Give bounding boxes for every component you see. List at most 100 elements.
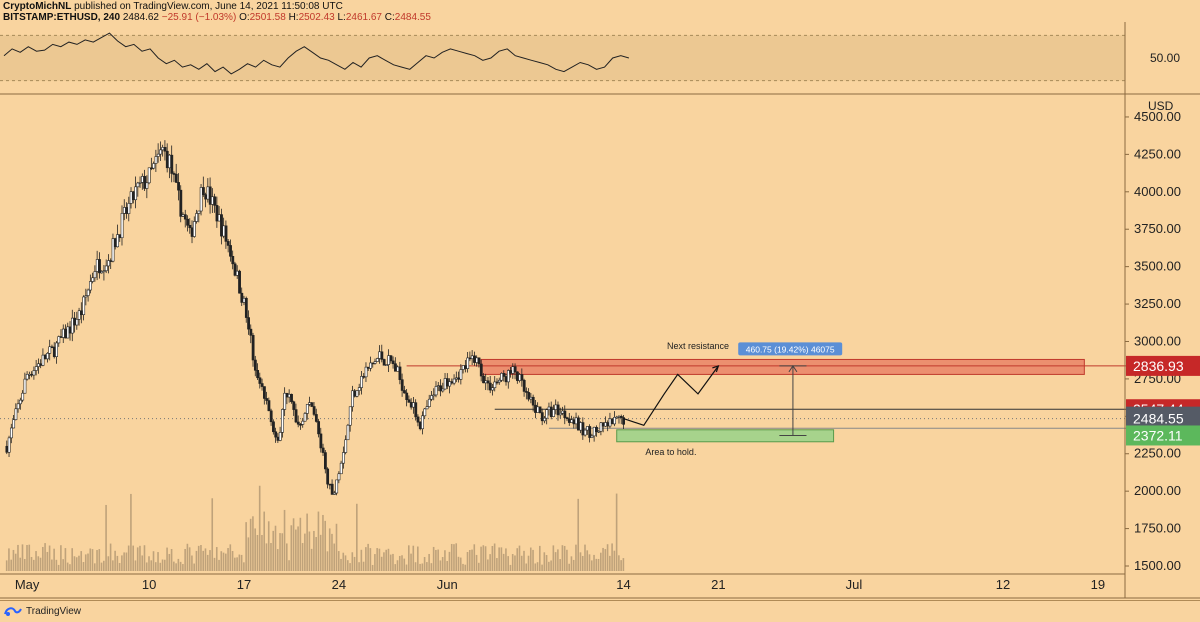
candle-body [407, 399, 411, 403]
candle-body [43, 354, 47, 360]
volume-bar [10, 559, 12, 571]
candle-body [427, 398, 431, 407]
chart-header: CryptoMichNL published on TradingView.co… [0, 0, 1200, 23]
candle-body [436, 385, 440, 387]
volume-bar [575, 544, 577, 571]
volume-bar [487, 559, 489, 571]
volume-bar [405, 564, 408, 571]
candle-body [545, 409, 549, 419]
volume-bar [398, 555, 401, 571]
volume-bar [193, 563, 195, 571]
volume-bar [609, 555, 611, 571]
candle-body [572, 419, 576, 425]
volume-bar [310, 548, 313, 571]
candle-body [477, 357, 481, 365]
candle-body [265, 398, 269, 401]
author-name[interactable]: CryptoMichNL [3, 1, 72, 12]
volume-bar [353, 556, 356, 571]
candle-body [204, 194, 208, 200]
y-tick-label: 2000.00 [1134, 483, 1181, 498]
candle-body [314, 414, 318, 422]
candle-body [127, 203, 131, 214]
volume-bar [152, 551, 155, 571]
candle-body [567, 418, 571, 423]
volume-bar [509, 564, 512, 571]
volume-bar [186, 543, 189, 571]
volume-bar [145, 562, 148, 571]
candle-body [263, 386, 266, 399]
volume-bar [114, 550, 116, 571]
y-tick-label: 3500.00 [1134, 259, 1181, 274]
volume-bar [473, 544, 476, 571]
y-tick-label: 1500.00 [1134, 558, 1181, 573]
volume-bar [498, 547, 500, 571]
tradingview-brand[interactable]: TradingView [4, 605, 81, 617]
candle-body [104, 265, 108, 272]
volume-bar [225, 553, 227, 571]
volume-bar [326, 551, 329, 571]
candle-body [181, 214, 185, 217]
volume-bar [281, 533, 284, 571]
volume-bar [590, 560, 593, 571]
volume-bar [191, 555, 193, 571]
candle-body [34, 366, 38, 371]
volume-bar [276, 549, 279, 571]
candle-body [353, 390, 357, 397]
candle-body [364, 366, 368, 378]
volume-bar [475, 554, 478, 571]
candle-body [179, 189, 183, 217]
volume-bar [98, 549, 101, 571]
measure-info-badge [738, 342, 843, 356]
volume-bar [561, 545, 564, 571]
volume-bar [100, 562, 103, 571]
price-label-0: 2836.93 [1133, 358, 1184, 374]
candle-body [380, 351, 384, 360]
volume-bar [410, 553, 412, 571]
volume-bar [358, 562, 360, 571]
candle-body [538, 406, 542, 413]
candle-body [362, 376, 366, 378]
price-chart[interactable]: 50.00 Next resistance Area to hold. 460.75… [0, 0, 1200, 600]
candle-body [346, 424, 350, 441]
volume-bar [57, 564, 60, 571]
volume-bar [534, 563, 537, 571]
candle-body [91, 277, 95, 282]
volume-bar [168, 553, 171, 571]
candle-body [439, 385, 443, 392]
volume-bar [136, 547, 139, 571]
volume-bar [550, 560, 552, 571]
candle-body [170, 154, 174, 174]
candle-body [337, 473, 341, 481]
volume-bar [611, 543, 613, 571]
volume-bar [337, 551, 340, 571]
candle-body [102, 270, 106, 273]
volume-bar [468, 549, 471, 571]
volume-bar [507, 556, 509, 571]
candle-body [235, 270, 239, 276]
x-tick-label: 21 [711, 577, 725, 592]
volume-bar [618, 555, 620, 571]
volume-bar [389, 554, 392, 571]
candle-body [134, 186, 138, 201]
candle-body [242, 297, 246, 303]
x-tick-label: 19 [1091, 577, 1105, 592]
volume-bar [340, 558, 342, 571]
candle-body [30, 373, 34, 376]
volume-bar [132, 545, 134, 571]
candle-body [615, 416, 619, 419]
candle-body [534, 404, 537, 413]
volume-bar [91, 549, 94, 571]
volume-bar [511, 554, 514, 571]
last-price: 2484.62 [122, 12, 159, 23]
volume-bar [279, 533, 281, 571]
x-tick-label: 14 [616, 577, 630, 592]
candle-body [5, 445, 9, 453]
volume-bar [532, 549, 534, 571]
volume-bar [195, 550, 198, 571]
candle-body [389, 355, 393, 362]
volume-bar [586, 550, 589, 571]
volume-bar [32, 559, 35, 571]
volume-bar [28, 544, 31, 571]
volume-bar [84, 554, 87, 571]
volume-bar [333, 543, 336, 571]
